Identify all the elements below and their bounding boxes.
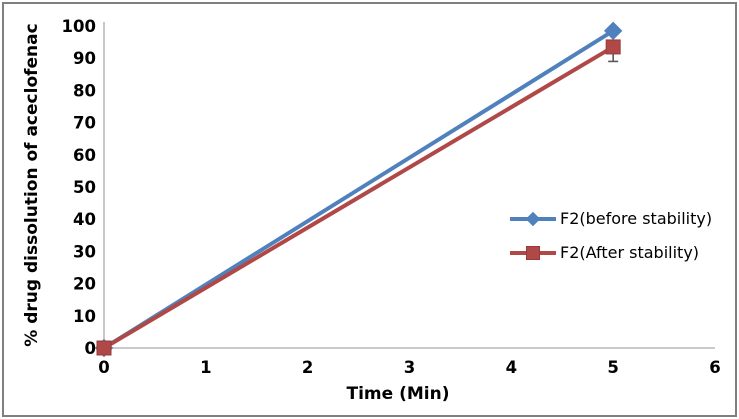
x-axis-title: Time (Min): [346, 384, 450, 404]
series-line: [102, 44, 616, 350]
series-line: [102, 28, 616, 350]
data-point-marker-diamond: [603, 21, 623, 41]
data-point-marker-square: [526, 246, 540, 260]
y-tick-label: 60: [73, 146, 96, 165]
legend-marker-square-icon: [510, 246, 556, 260]
x-tick-label: 6: [709, 358, 720, 377]
legend-item-label: F2(before stability): [560, 209, 713, 228]
y-axis-title: % drug dissolution of aceclofenac: [22, 23, 42, 347]
x-tick-label: 0: [98, 358, 109, 377]
x-tick-label: 3: [404, 358, 415, 377]
y-tick-label: 70: [73, 114, 96, 133]
y-tick-label: 10: [73, 307, 96, 326]
legend-item-before-stability: F2(before stability): [508, 204, 712, 234]
data-point-marker-square: [96, 340, 112, 356]
x-tick-label: 1: [200, 358, 211, 377]
x-tick-label: 4: [506, 358, 517, 377]
data-point-marker-diamond: [525, 211, 541, 227]
y-tick-label: 90: [73, 49, 96, 68]
y-tick-label: 40: [73, 210, 96, 229]
legend: F2(before stability) F2(After stability): [508, 204, 712, 272]
data-point-marker-square: [605, 39, 621, 55]
x-tick-label: 2: [302, 358, 313, 377]
y-tick-label: 80: [73, 81, 96, 100]
legend-item-after-stability: F2(After stability): [508, 238, 712, 268]
y-tick-label: 100: [62, 17, 96, 36]
y-tick-label: 30: [73, 242, 96, 261]
legend-item-label: F2(After stability): [560, 243, 700, 262]
x-tick-label: 5: [607, 358, 618, 377]
y-tick-label: 50: [73, 178, 96, 197]
y-tick-label: 0: [85, 339, 96, 358]
y-tick-label: 20: [73, 275, 96, 294]
legend-marker-diamond-icon: [510, 211, 556, 227]
